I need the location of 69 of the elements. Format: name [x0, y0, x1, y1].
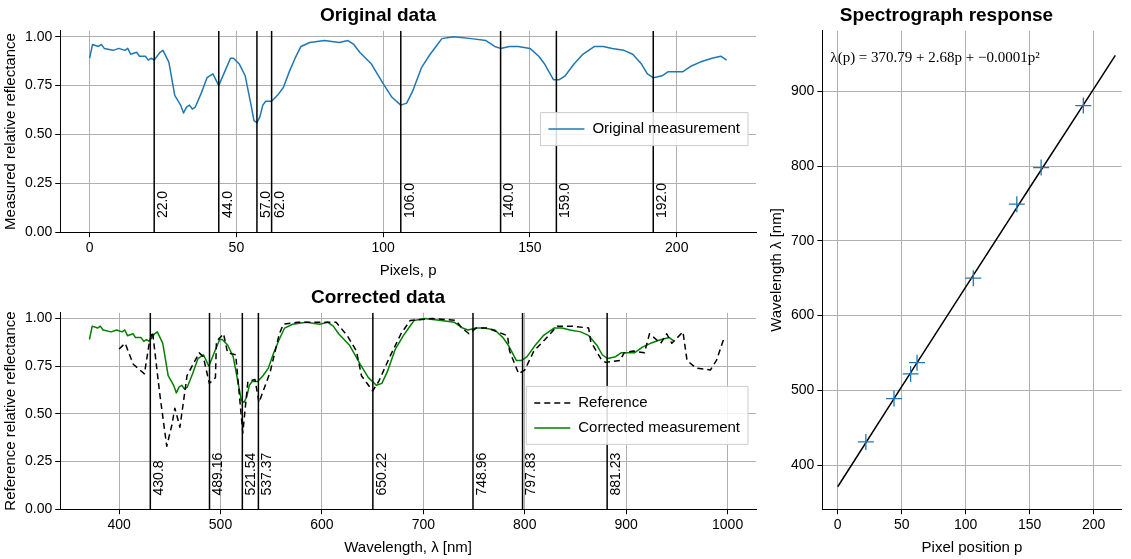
ref-line-label: 106.0	[400, 182, 417, 219]
x-tick-label: 200	[1081, 516, 1106, 533]
point	[885, 389, 903, 408]
ref-line-label: 22.0	[154, 190, 171, 219]
x-tick-label: 200	[665, 239, 689, 256]
y-tick-label: 0.50	[25, 404, 53, 421]
y-tick-label: 900	[791, 82, 815, 99]
x-tick-label: 50	[893, 516, 910, 533]
point	[1008, 195, 1026, 213]
y-tick-label: 800	[791, 156, 815, 173]
x-tick-label: 0	[85, 239, 94, 256]
x-axis-title: Pixels, p	[379, 261, 437, 279]
y-tick-label: 1.00	[25, 309, 53, 326]
chart-title: Corrected data	[310, 285, 446, 307]
legend-label: Original measurement	[592, 119, 741, 137]
point	[964, 269, 982, 287]
x-tick-label: 50	[228, 239, 245, 256]
y-tick-label: 0.00	[25, 223, 53, 240]
ref-line-label: 797.83	[522, 452, 539, 496]
point	[908, 354, 926, 372]
legend-label: Reference	[578, 393, 648, 411]
ref-line-label: 650.22	[372, 452, 389, 496]
ref-line-label: 44.0	[218, 190, 235, 219]
x-tick-label: 150	[1017, 516, 1042, 533]
legend-label: Corrected measurement	[578, 418, 741, 436]
annotation: λ(p) = 370.79 + 2.68p + −0.0001p²	[830, 49, 1041, 67]
y-axis-title: Reference relative reflectance	[1, 311, 19, 511]
y-tick-label: 0.25	[25, 174, 53, 191]
x-axis-title: Pixel position p	[921, 538, 1023, 556]
point	[901, 365, 920, 383]
y-tick-label: 0.00	[25, 500, 53, 517]
y-tick-label: 0.75	[25, 357, 53, 374]
x-axis-title: Wavelength, λ [nm]	[344, 538, 473, 556]
ref-line-label: 748.96	[472, 452, 489, 496]
x-tick-label: 0	[833, 516, 842, 533]
x-tick-label: 800	[513, 516, 537, 533]
x-tick-label: 400	[107, 516, 131, 533]
ref-line-label: 159.0	[556, 182, 573, 219]
point	[857, 433, 875, 451]
ref-line-label: 881.23	[607, 452, 623, 496]
ref-line-label: 140.0	[500, 182, 517, 219]
chart-title: Spectrograph response	[839, 3, 1054, 25]
y-tick-label: 400	[791, 455, 815, 472]
x-tick-label: 600	[310, 516, 334, 533]
ref-line-label: 62.0	[271, 190, 288, 219]
ref-line-label: 57.0	[256, 190, 273, 219]
y-tick-label: 500	[791, 381, 815, 398]
x-tick-label: 100	[953, 516, 978, 533]
y-axis-title: Measured relative reflectance	[1, 33, 19, 230]
ref-line-label: 521.54	[242, 452, 259, 496]
y-axis-title: Wavelength λ [nm]	[767, 208, 785, 332]
x-tick-label: 900	[614, 516, 639, 533]
y-tick-label: 0.75	[25, 76, 53, 93]
ref-line-label: 537.37	[258, 452, 275, 496]
x-tick-label: 500	[208, 516, 233, 533]
x-tick-label: 700	[411, 516, 436, 533]
x-tick-label: 1000	[712, 516, 744, 533]
y-tick-label: 600	[791, 306, 815, 323]
y-tick-label: 1.00	[25, 27, 53, 44]
y-tick-label: 0.50	[25, 125, 53, 142]
x-tick-label: 150	[518, 239, 542, 256]
chart-title: Original data	[319, 3, 437, 25]
x-tick-label: 100	[371, 239, 396, 256]
ref-line-label: 430.8	[150, 460, 167, 496]
point	[1032, 158, 1050, 177]
point	[1074, 96, 1092, 115]
ref-line-label: 489.16	[209, 452, 226, 496]
ref-line-label: 192.0	[653, 182, 670, 219]
y-tick-label: 0.25	[25, 452, 53, 469]
